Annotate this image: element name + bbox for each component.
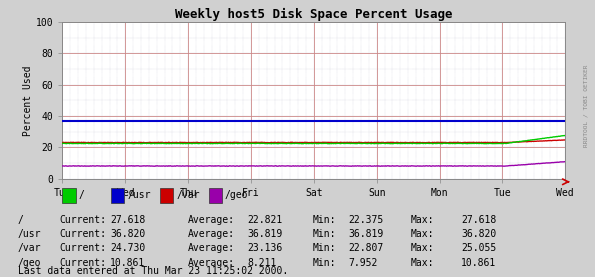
Text: /geo: /geo (18, 258, 41, 268)
Text: Min:: Min: (312, 229, 336, 239)
Text: /usr: /usr (127, 190, 151, 200)
Y-axis label: Percent Used: Percent Used (23, 65, 33, 136)
Text: Min:: Min: (312, 215, 336, 225)
Text: 36.819: 36.819 (247, 229, 282, 239)
Text: 36.819: 36.819 (348, 229, 383, 239)
Text: Current:: Current: (60, 258, 107, 268)
Text: 7.952: 7.952 (348, 258, 377, 268)
Text: /: / (79, 190, 84, 200)
Text: Average:: Average: (187, 215, 234, 225)
Text: 27.618: 27.618 (461, 215, 496, 225)
Title: Weekly host5 Disk Space Percent Usage: Weekly host5 Disk Space Percent Usage (175, 8, 453, 21)
Text: Last data entered at Thu Mar 23 11:25:02 2000.: Last data entered at Thu Mar 23 11:25:02… (18, 266, 288, 276)
Text: 25.055: 25.055 (461, 243, 496, 253)
Text: 8.211: 8.211 (247, 258, 276, 268)
Text: 22.807: 22.807 (348, 243, 383, 253)
Text: Average:: Average: (187, 229, 234, 239)
Text: 23.136: 23.136 (247, 243, 282, 253)
Text: 24.730: 24.730 (110, 243, 145, 253)
Text: /: / (18, 215, 24, 225)
Text: 10.861: 10.861 (461, 258, 496, 268)
Text: 22.821: 22.821 (247, 215, 282, 225)
Text: Min:: Min: (312, 243, 336, 253)
Text: 36.820: 36.820 (110, 229, 145, 239)
Text: Current:: Current: (60, 229, 107, 239)
Text: Current:: Current: (60, 243, 107, 253)
Text: Min:: Min: (312, 258, 336, 268)
Text: /var: /var (18, 243, 41, 253)
Text: Average:: Average: (187, 258, 234, 268)
Text: 10.861: 10.861 (110, 258, 145, 268)
Text: 22.375: 22.375 (348, 215, 383, 225)
Text: Current:: Current: (60, 215, 107, 225)
Text: 36.820: 36.820 (461, 229, 496, 239)
Text: /geo: /geo (225, 190, 248, 200)
Text: Average:: Average: (187, 243, 234, 253)
Text: Max:: Max: (411, 215, 434, 225)
Text: Max:: Max: (411, 243, 434, 253)
Text: Max:: Max: (411, 229, 434, 239)
Text: RRDTOOL / TOBI OETIKER: RRDTOOL / TOBI OETIKER (584, 64, 588, 147)
Text: /var: /var (176, 190, 199, 200)
Text: /usr: /usr (18, 229, 41, 239)
Text: 27.618: 27.618 (110, 215, 145, 225)
Text: Max:: Max: (411, 258, 434, 268)
